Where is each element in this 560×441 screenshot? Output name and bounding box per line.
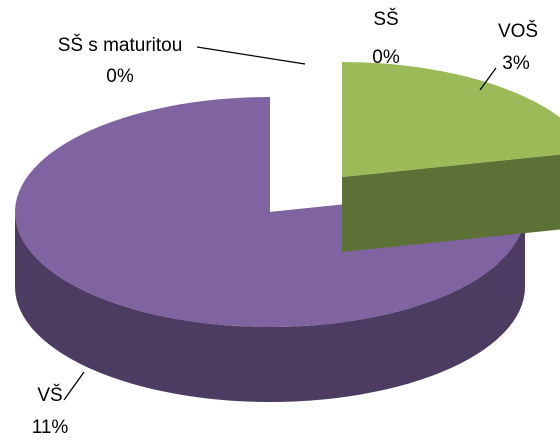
data-label-name: VŠ: [37, 384, 62, 406]
leader-line: [196, 46, 306, 65]
data-label-value: 3%: [502, 53, 530, 74]
leader-line: [479, 67, 497, 91]
data-label-name: VOŠ: [498, 20, 538, 42]
slice-cut-face: [342, 154, 560, 252]
data-label-value: 0%: [372, 47, 400, 68]
slice: [15, 97, 526, 327]
data-label-value: 0%: [106, 66, 134, 87]
slice-side: [15, 212, 525, 402]
data-label-name: SŠ s maturitou: [58, 34, 183, 56]
data-label-value: 11%: [32, 417, 69, 438]
slice: [342, 62, 560, 177]
data-label-name: SŠ: [373, 8, 398, 30]
leader-line: [63, 371, 85, 401]
